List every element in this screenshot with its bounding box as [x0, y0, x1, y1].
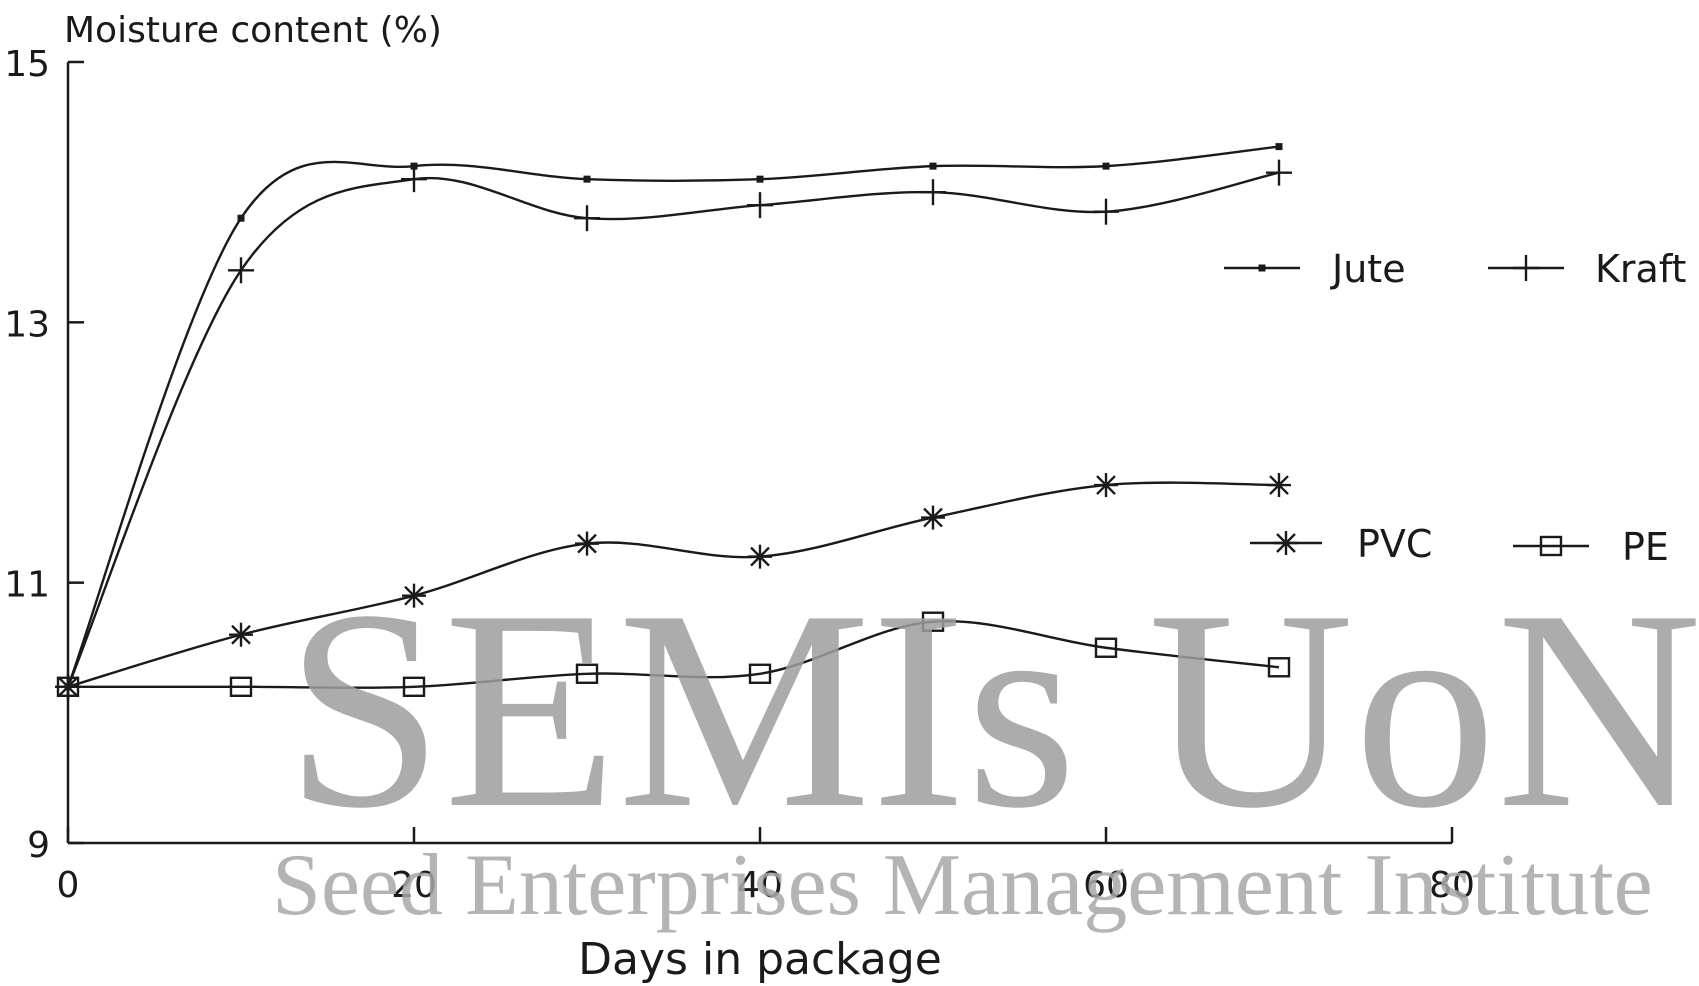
- y-tick-label: 15: [4, 44, 50, 85]
- legend-label: Jute: [1330, 247, 1406, 291]
- series-pvc: [56, 473, 1291, 699]
- data-point-pe: [921, 611, 945, 632]
- series-line-pe: [67, 619, 1280, 689]
- x-tick-label: 0: [57, 865, 80, 906]
- x-tick-label: 60: [1083, 865, 1129, 906]
- series-line-pvc: [67, 481, 1280, 688]
- data-point-pvc: [748, 544, 772, 569]
- legend-label: PVC: [1357, 522, 1432, 566]
- data-point-pe: [229, 676, 253, 697]
- ticks: 9 11 13 15 0 20 40 60 80: [4, 44, 1475, 906]
- data-point-jute: [410, 162, 418, 170]
- data-point-pe: [748, 663, 772, 684]
- data-point-pe: [402, 676, 426, 697]
- data-point-kraft: [747, 192, 773, 219]
- y-axis-label: Moisture content (%): [64, 10, 442, 51]
- data-point-pvc: [1267, 473, 1291, 498]
- series-line-jute: [66, 145, 1280, 688]
- data-point-pvc: [575, 531, 599, 556]
- data-point-kraft: [1266, 159, 1292, 186]
- data-point-pvc: [1094, 473, 1118, 498]
- data-point-pvc: [229, 622, 253, 647]
- legend: Jute Kraft PVC PE: [1224, 247, 1686, 569]
- data-point-jute: [929, 162, 937, 170]
- x-tick-label: 80: [1429, 865, 1475, 906]
- data-point-kraft: [1093, 198, 1119, 225]
- data-point-jute: [237, 214, 245, 222]
- x-axis-label: Days in package: [578, 934, 942, 985]
- data-point-jute: [1275, 143, 1283, 151]
- legend-item-pe: PE: [1513, 525, 1669, 569]
- legend-item-kraft: Kraft: [1488, 247, 1686, 291]
- legend-marker: [1274, 531, 1298, 555]
- data-point-jute: [583, 175, 591, 183]
- y-tick-label: 13: [4, 304, 50, 345]
- data-point-pe: [56, 676, 80, 697]
- y-tick-label: 11: [4, 565, 50, 606]
- data-point-kraft: [401, 166, 427, 193]
- data-point-jute: [756, 175, 764, 183]
- series-pe: [56, 611, 1291, 697]
- legend-marker: [1513, 255, 1539, 281]
- x-tick-label: 40: [737, 865, 783, 906]
- y-tick-label: 9: [27, 825, 50, 866]
- legend-item-jute: Jute: [1224, 247, 1406, 291]
- legend-marker: [1539, 535, 1563, 557]
- data-point-kraft: [228, 257, 254, 284]
- watermark-main: SEMIs UoN: [285, 551, 1699, 867]
- data-point-kraft: [920, 179, 946, 206]
- legend-item-pvc: PVC: [1250, 522, 1432, 566]
- watermark-sub: Seed Enterprises Management Institute: [272, 837, 1653, 934]
- data-point-pe: [1267, 657, 1291, 678]
- legend-marker: [1258, 264, 1266, 272]
- data-point-jute: [1102, 162, 1110, 170]
- legend-label: PE: [1622, 525, 1669, 569]
- data-point-kraft: [574, 205, 600, 232]
- watermark: SEMIs UoN Seed Enterprises Management In…: [272, 551, 1699, 934]
- x-tick-label: 20: [391, 865, 437, 906]
- data-point-pvc: [402, 583, 426, 608]
- series-group: [55, 143, 1292, 700]
- legend-label: Kraft: [1595, 247, 1686, 291]
- data-point-pvc: [921, 505, 945, 530]
- data-point-pe: [575, 663, 599, 684]
- data-point-pe: [1094, 637, 1118, 658]
- series-line-kraft: [66, 171, 1280, 688]
